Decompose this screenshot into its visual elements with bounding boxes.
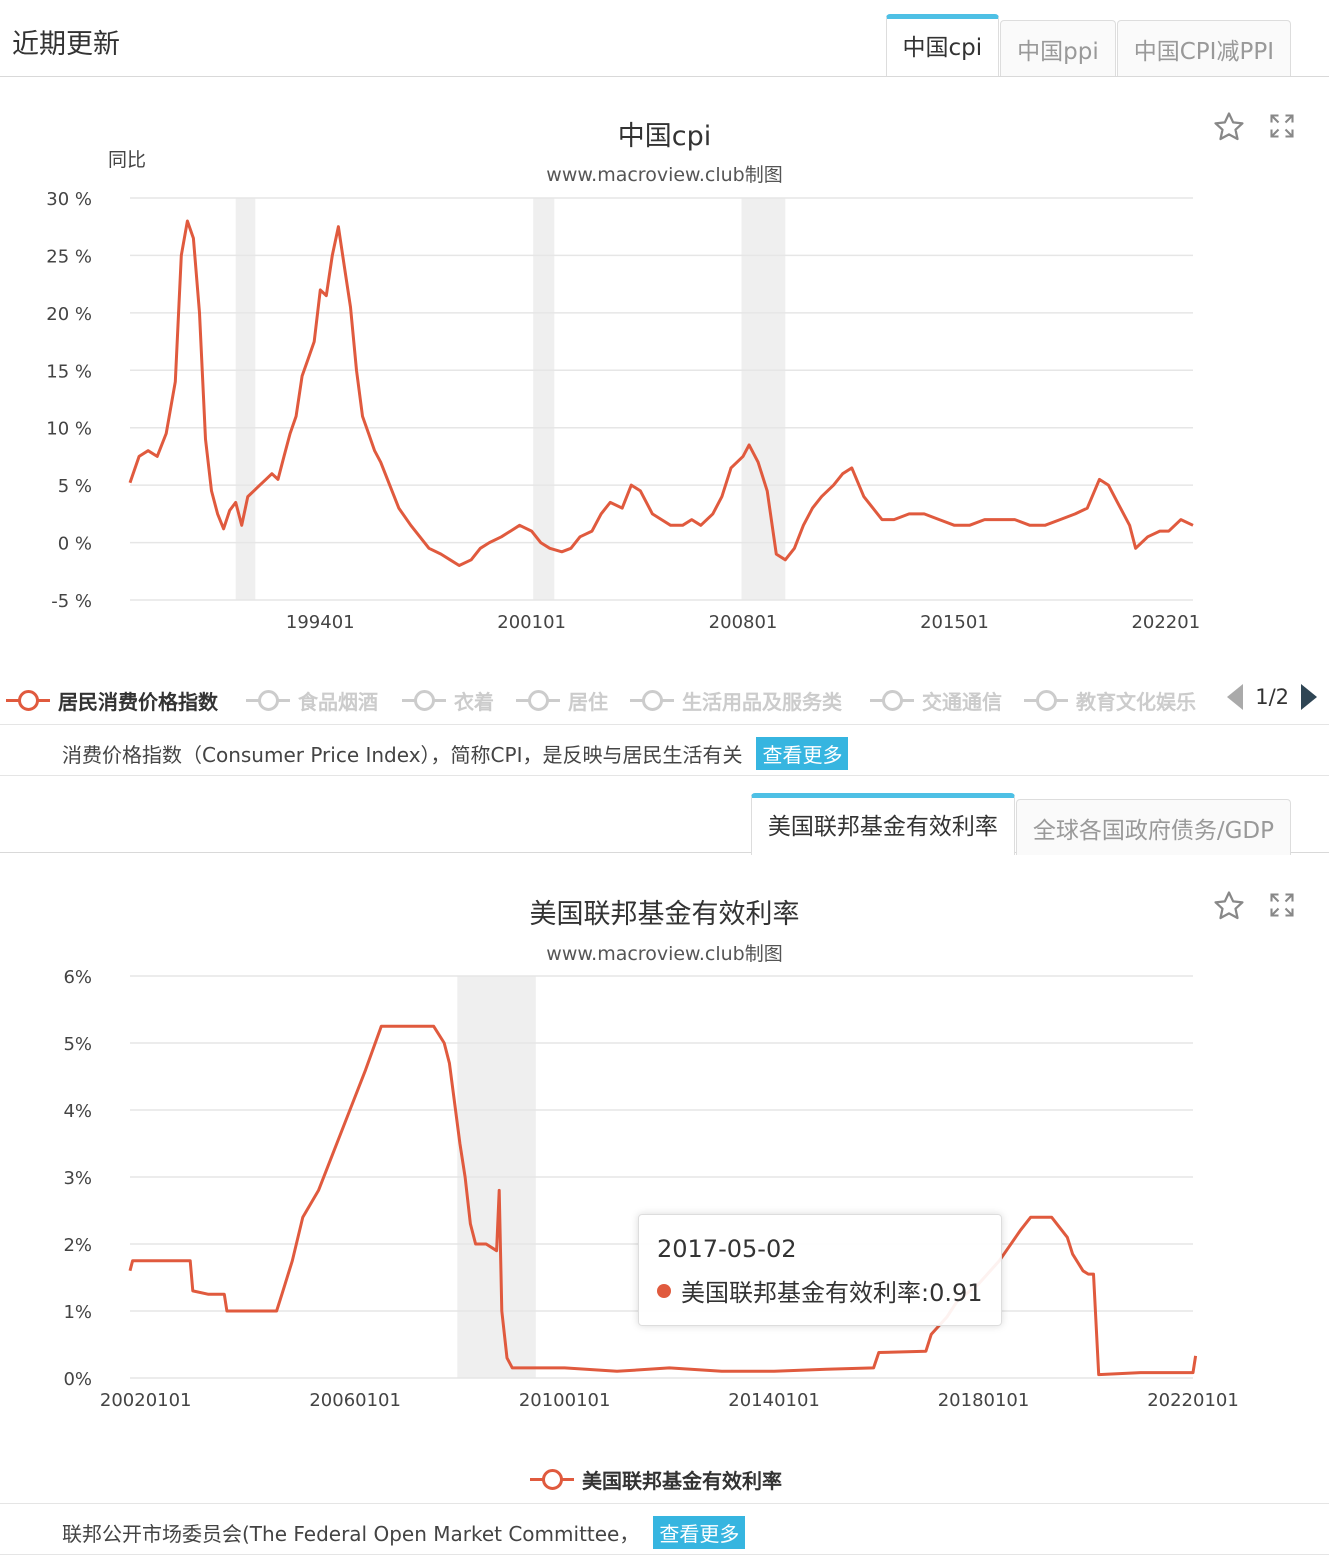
legend-label: 美国联邦基金有效利率 <box>582 1468 782 1493</box>
tooltip-value: 美国联邦基金有效利率:0.91 <box>681 1279 983 1307</box>
chart-subtitle-fed: www.macroview.club制图 <box>546 943 783 965</box>
tooltip-date: 2017-05-02 <box>657 1235 797 1263</box>
legend-label: 衣着 <box>454 689 494 714</box>
y-tick-label: 15 % <box>46 361 92 382</box>
chart-tooltip: 2017-05-02 美国联邦基金有效利率:0.91 <box>638 1214 1002 1326</box>
y-tick-label: 2% <box>63 1235 92 1256</box>
description-text: 联邦公开市场委员会(The Federal Open Market Commit… <box>62 1522 640 1546</box>
legend-item-education[interactable]: 教育文化娱乐 <box>1024 680 1200 720</box>
y-tick-label: 3% <box>63 1168 92 1189</box>
chart-title-fed: 美国联邦基金有效利率 <box>529 899 800 930</box>
x-tick-label: 20020101 <box>100 1390 192 1411</box>
legend-label: 居民消费价格指数 <box>58 689 218 714</box>
legend-label: 教育文化娱乐 <box>1076 689 1196 714</box>
legend-label: 食品烟酒 <box>298 689 378 714</box>
x-tick-label: 202201 <box>1131 612 1200 633</box>
legend-item-food[interactable]: 食品烟酒 <box>246 680 378 720</box>
legend-page-number: 1/2 <box>1255 685 1289 709</box>
y-tick-label: 5 % <box>58 476 92 497</box>
legend-marker-icon <box>246 688 290 712</box>
y-tick-label: 0% <box>63 1369 92 1390</box>
description-text: 消费价格指数（Consumer Price Index），简称CPI，是反映与居… <box>62 743 743 767</box>
y-tick-label: 30 % <box>46 189 92 210</box>
x-tick-label: 199401 <box>286 612 355 633</box>
x-tick-label: 20100101 <box>519 1390 611 1411</box>
y-tick-label: 6% <box>63 967 92 988</box>
tab-china-cpi-minus-ppi[interactable]: 中国CPI减PPI <box>1116 20 1291 76</box>
legend-marker-icon <box>6 688 50 712</box>
legend-marker-icon <box>1024 688 1068 712</box>
legend-item-fed-rate[interactable]: 美国联邦基金有效利率 <box>530 1459 782 1499</box>
y-tick-label: 4% <box>63 1101 92 1122</box>
fed-description: 联邦公开市场委员会(The Federal Open Market Commit… <box>0 1503 1329 1555</box>
fed-legend: 美国联邦基金有效利率 <box>0 1459 1329 1499</box>
x-tick-label: 20140101 <box>728 1390 820 1411</box>
tab-china-cpi[interactable]: 中国cpi <box>885 14 1000 76</box>
chart-title-cpi: 中国cpi <box>617 121 712 152</box>
triangle-right-icon[interactable] <box>1301 684 1317 710</box>
star-icon[interactable] <box>1212 889 1246 931</box>
expand-icon[interactable] <box>1268 891 1296 927</box>
series-line <box>128 219 1194 567</box>
more-button[interactable]: 查看更多 <box>653 1516 746 1549</box>
y-tick-label: 5% <box>63 1034 92 1055</box>
cpi-description: 消费价格指数（Consumer Price Index），简称CPI，是反映与居… <box>0 724 1329 776</box>
cpi-legend: 居民消费价格指数 食品烟酒 衣着 居住 生活用品及服务类 交通通信 教育文化娱乐 <box>0 680 1329 720</box>
legend-item-household[interactable]: 生活用品及服务类 <box>630 680 842 720</box>
y-tick-label: 25 % <box>46 246 92 267</box>
x-tick-label: 201501 <box>920 612 989 633</box>
y-tick-label: 0 % <box>58 534 92 555</box>
x-tick-label: 20060101 <box>309 1390 401 1411</box>
series-dot-icon <box>657 1283 671 1298</box>
section-header-fed: 美国联邦基金有效利率 全球各国政府债务/GDP <box>0 776 1329 855</box>
fed-chart: 6% 5% 4% 3% 2% 1% 0% 20020101 20060101 20100101 20… <box>63 967 1239 1411</box>
x-tick-label: 20220101 <box>1147 1390 1239 1411</box>
y-tick-label: 20 % <box>46 304 92 325</box>
tab-fed-funds-rate[interactable]: 美国联邦基金有效利率 <box>750 793 1015 855</box>
recession-band <box>235 198 256 600</box>
y-axis-label: 同比 <box>108 149 146 171</box>
tab-global-debt-gdp[interactable]: 全球各国政府债务/GDP <box>1015 799 1291 855</box>
series-line <box>128 1024 1198 1377</box>
section-title: 近期更新 <box>12 29 120 60</box>
x-tick-label: 20180101 <box>938 1390 1030 1411</box>
recession-band <box>533 198 555 600</box>
cpi-chart: 30 % 25 % 20 % 15 % 10 % 5 % 0 % -5 % 199401 2001… <box>46 149 1200 633</box>
chart-subtitle-cpi: www.macroview.club制图 <box>546 164 783 186</box>
section-header: 近期更新 中国cpi 中国ppi 中国CPI减PPI <box>0 0 1329 77</box>
legend-label: 居住 <box>568 689 608 714</box>
legend-item-transport[interactable]: 交通通信 <box>870 680 1002 720</box>
tab-china-ppi[interactable]: 中国ppi <box>1000 20 1116 76</box>
recession-band <box>741 198 786 600</box>
x-tick-label: 200801 <box>709 612 778 633</box>
legend-item-housing[interactable]: 居住 <box>516 680 608 720</box>
y-tick-label: -5 % <box>51 591 92 612</box>
y-tick-label: 1% <box>63 1302 92 1323</box>
y-tick-label: 10 % <box>46 419 92 440</box>
legend-marker-icon <box>402 688 446 712</box>
expand-icon[interactable] <box>1268 112 1296 148</box>
legend-pager: 1/2 <box>1227 684 1329 710</box>
legend-marker-icon <box>516 688 560 712</box>
tab-bar-cpi: 中国cpi 中国ppi 中国CPI减PPI <box>885 14 1291 76</box>
legend-item-cpi[interactable]: 居民消费价格指数 <box>6 680 218 720</box>
star-icon[interactable] <box>1212 110 1246 152</box>
tab-bar-fed: 美国联邦基金有效利率 全球各国政府债务/GDP <box>750 793 1291 855</box>
triangle-left-icon[interactable] <box>1227 684 1244 710</box>
more-button[interactable]: 查看更多 <box>756 737 849 770</box>
legend-marker-icon <box>870 688 914 712</box>
legend-label: 交通通信 <box>922 689 1002 714</box>
legend-marker-icon <box>630 688 674 712</box>
legend-marker-icon <box>530 1467 574 1491</box>
legend-label: 生活用品及服务类 <box>682 689 842 714</box>
legend-item-clothing[interactable]: 衣着 <box>402 680 494 720</box>
x-tick-label: 200101 <box>497 612 566 633</box>
